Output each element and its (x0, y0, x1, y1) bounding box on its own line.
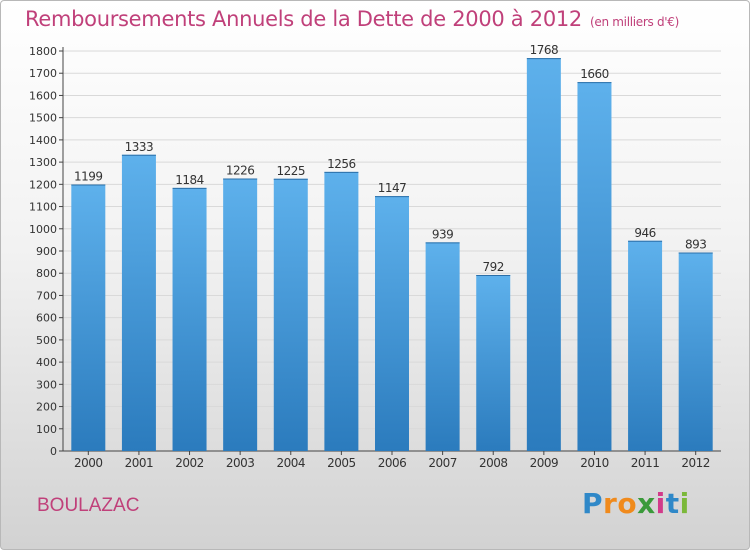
x-tick-label-2007: 2007 (428, 456, 457, 470)
bar-2012 (678, 252, 713, 451)
x-tick-label-2012: 2012 (681, 456, 710, 470)
y-tick-label: 200 (36, 401, 57, 414)
data-label-2007: 939 (432, 227, 453, 241)
y-tick-label: 600 (36, 312, 57, 325)
bars (71, 58, 713, 452)
chart-subtitle: (en milliers d'€) (590, 15, 680, 29)
bar-2009 (526, 58, 561, 451)
x-tick-label-2011: 2011 (631, 456, 660, 470)
data-label-2003: 1226 (226, 164, 255, 178)
chart-title-text: Remboursements Annuels de la Dette de 20… (25, 7, 582, 31)
x-tick-label-2010: 2010 (580, 456, 609, 470)
y-tick-label: 1300 (29, 156, 57, 169)
x-tick-label-2005: 2005 (327, 456, 356, 470)
location-label: BOULAZAC (37, 495, 140, 516)
bar-2000 (71, 184, 106, 452)
logo-letter: o (617, 487, 638, 520)
x-tick-label-2000: 2000 (74, 456, 103, 470)
data-label-2004: 1225 (276, 164, 305, 178)
data-label-2010: 1660 (580, 67, 609, 81)
data-label-2006: 1147 (378, 181, 407, 195)
data-label-2002: 1184 (175, 173, 204, 187)
bar-2011 (628, 240, 663, 451)
x-tick-label-2001: 2001 (125, 456, 154, 470)
logo-letter: t (665, 487, 680, 520)
data-label-2008: 792 (483, 260, 504, 274)
bar-2008 (476, 275, 511, 451)
bar-2007 (425, 242, 460, 451)
x-tick-label-2004: 2004 (276, 456, 305, 470)
y-tick-label: 1200 (29, 178, 57, 191)
logo-letter: i (679, 487, 690, 520)
data-label-2005: 1256 (327, 157, 356, 171)
y-tick-label: 1500 (29, 112, 57, 125)
bar-2001 (121, 154, 156, 451)
bar-2004 (273, 178, 308, 451)
x-tick-label-2008: 2008 (479, 456, 508, 470)
y-tick-label: 1600 (29, 89, 57, 102)
data-labels: 1199 1333 1184 1226 1225 1256 1147 939 792 1768 16… (74, 43, 707, 274)
bar-2003 (223, 178, 258, 452)
chart-title: Remboursements Annuels de la Dette de 20… (25, 7, 679, 31)
data-label-2009: 1768 (530, 43, 559, 57)
x-tick-label-2006: 2006 (378, 456, 407, 470)
logo-letter: x (637, 487, 656, 520)
y-tick-label: 1700 (29, 67, 57, 80)
data-label-2012: 893 (685, 238, 706, 252)
y-tick-label: 1000 (29, 223, 57, 236)
y-tick-label: 500 (36, 334, 57, 347)
data-label-2001: 1333 (125, 140, 154, 154)
bar-2005 (324, 171, 359, 451)
y-tick-label: 700 (36, 289, 57, 302)
y-tick-label: 900 (36, 245, 57, 258)
y-tick-labels: 0 100 200 300 400 500 600 700 800 900 1000 1100 1200… (29, 45, 57, 458)
x-tick-label-2003: 2003 (226, 456, 255, 470)
x-tick-label-2002: 2002 (175, 456, 204, 470)
y-tick-label: 1800 (29, 45, 57, 58)
logo-letter: i (655, 487, 666, 520)
x-tick-label-2009: 2009 (530, 456, 559, 470)
y-tick-label: 0 (50, 445, 57, 458)
y-tick-label: 100 (36, 423, 57, 436)
proxiti-logo[interactable]: Proxiti (582, 487, 690, 520)
y-tick-label: 1400 (29, 134, 57, 147)
logo-letter: P (582, 487, 604, 520)
data-label-2011: 946 (634, 226, 655, 240)
y-tick-label: 300 (36, 378, 57, 391)
logo-letter: r (603, 487, 618, 520)
y-tick-label: 1100 (29, 201, 57, 214)
bar-2010 (577, 82, 612, 451)
bar-2002 (172, 187, 207, 451)
bar-2006 (375, 196, 409, 451)
y-tick-label: 800 (36, 267, 57, 280)
y-tick-label: 400 (36, 356, 57, 369)
x-tick-labels: 2000 2001 2002 2003 2004 2005 2006 2007 2008 2009… (74, 456, 710, 470)
data-label-2000: 1199 (74, 170, 103, 184)
